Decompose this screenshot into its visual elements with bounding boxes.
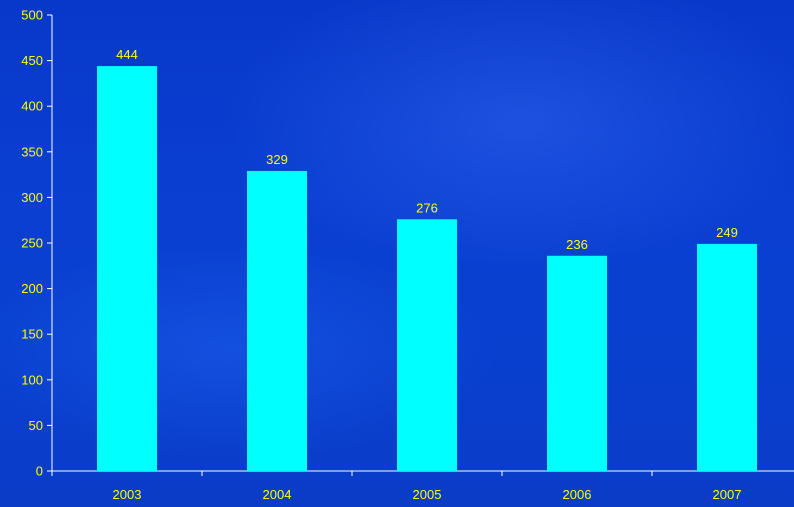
data-label-2004: 329 xyxy=(266,152,288,167)
y-tick-label: 350 xyxy=(21,144,43,159)
y-tick-label: 500 xyxy=(21,8,43,23)
y-tick-label: 450 xyxy=(21,53,43,68)
x-tick-label-2004: 2004 xyxy=(263,487,292,502)
y-tick-label: 200 xyxy=(21,281,43,296)
bar-2004 xyxy=(247,170,307,471)
bar-2005 xyxy=(397,219,457,471)
y-tick-label: 400 xyxy=(21,99,43,114)
y-tick-label: 0 xyxy=(36,464,43,479)
x-tick-label-2007: 2007 xyxy=(713,487,742,502)
data-label-2005: 276 xyxy=(416,200,438,215)
y-tick-label: 300 xyxy=(21,190,43,205)
bar-2007 xyxy=(697,243,757,471)
y-tick-label: 50 xyxy=(29,418,43,433)
x-tick-label-2005: 2005 xyxy=(413,487,442,502)
data-label-2006: 236 xyxy=(566,237,588,252)
x-tick-label-2006: 2006 xyxy=(563,487,592,502)
bars xyxy=(97,66,757,472)
y-tick-label: 150 xyxy=(21,327,43,342)
data-label-2007: 249 xyxy=(716,225,738,240)
y-tick-label: 100 xyxy=(21,372,43,387)
data-labels: 444 329 276 236 249 xyxy=(116,47,738,252)
x-tick-label-2003: 2003 xyxy=(113,487,142,502)
y-tick-label: 250 xyxy=(21,236,43,251)
data-label-2003: 444 xyxy=(116,47,138,62)
bar-2003 xyxy=(97,66,157,472)
bar-2006 xyxy=(547,255,607,471)
axes: 0 50 100 150 200 250 300 350 400 450 500 2003 2004 20… xyxy=(21,8,794,502)
